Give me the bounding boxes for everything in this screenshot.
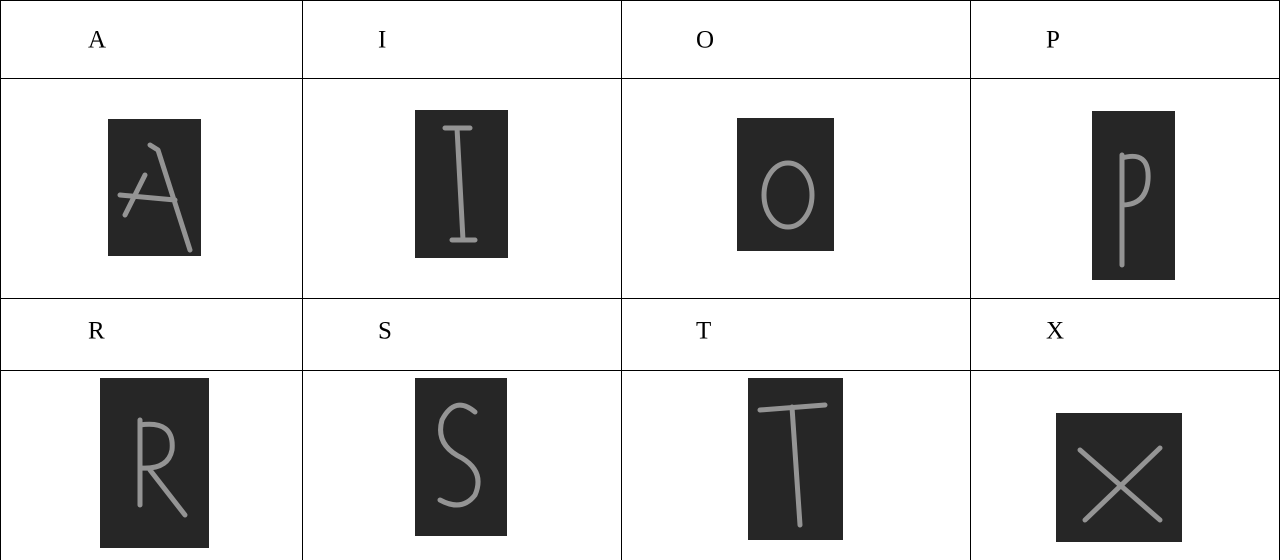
letter-label: X <box>1046 318 1064 345</box>
glyph-image <box>100 378 209 548</box>
letter-label: S <box>378 318 392 345</box>
glyph-image <box>737 118 834 251</box>
letter-label: P <box>1046 27 1060 54</box>
glyph-image <box>748 378 843 540</box>
glyph-image <box>1056 413 1182 542</box>
letter-label: A <box>88 27 106 54</box>
letter-label: R <box>88 318 105 345</box>
glyph-image <box>415 378 507 536</box>
letter-label: I <box>378 27 386 54</box>
letter-label: T <box>696 318 711 345</box>
letter-label: O <box>696 27 714 54</box>
glyph-image <box>108 119 201 256</box>
glyph-image <box>1092 111 1175 280</box>
glyph-image <box>415 110 508 258</box>
